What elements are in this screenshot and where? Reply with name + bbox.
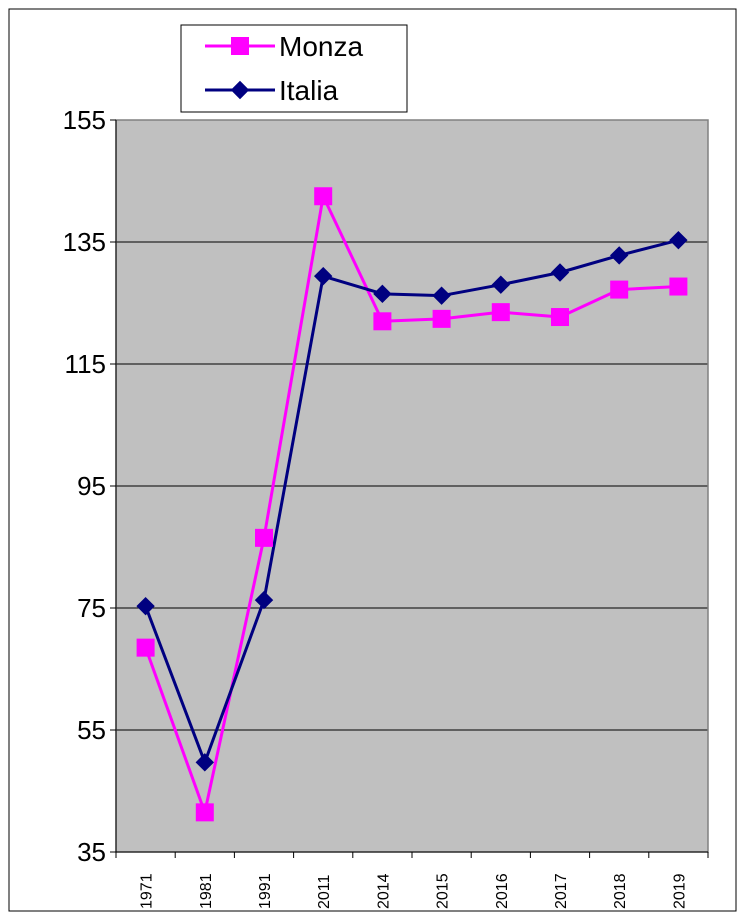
data-point-italia-2019 <box>669 230 688 250</box>
series-line-italia <box>144 238 679 764</box>
x-tick-label-1: 1981 <box>198 873 215 909</box>
legend-box <box>180 24 408 113</box>
legend-marker-monza <box>231 37 249 55</box>
x-tick-label-5: 2015 <box>435 873 452 909</box>
data-point-italia-2017 <box>550 263 570 282</box>
x-tick-label-3: 2011 <box>316 874 333 909</box>
x-tick-label-6: 2016 <box>494 873 511 909</box>
data-point-italia-2011 <box>313 266 333 286</box>
chart-outer-border <box>8 8 737 912</box>
legend: Monza Italia <box>180 24 408 113</box>
data-point-italia-2018 <box>609 246 629 265</box>
data-point-monza-1981 <box>195 803 214 822</box>
data-point-italia-2014 <box>373 284 392 304</box>
x-tick-label-2: 1991 <box>257 873 274 909</box>
x-tick-label-0: 1971 <box>139 873 156 909</box>
data-point-monza-2017 <box>551 308 569 327</box>
y-tick-label-2: 75 <box>77 593 106 623</box>
y-tick-label-5: 135 <box>63 227 106 257</box>
data-point-italia-2016 <box>491 275 511 294</box>
x-tick-label-4: 2014 <box>375 873 392 909</box>
y-tick-label-6: 155 <box>63 105 106 135</box>
y-tick-label-1: 55 <box>77 715 106 745</box>
legend-label-monza: Monza <box>279 31 363 62</box>
y-tick-label-4: 115 <box>65 349 106 379</box>
legend-label-italia: Italia <box>279 75 339 106</box>
x-tick-label-9: 2019 <box>671 873 688 909</box>
data-point-monza-1991 <box>255 528 273 547</box>
y-tick-label-0: 35 <box>77 837 106 867</box>
data-point-italia-1971 <box>136 596 155 616</box>
data-point-monza-2015 <box>432 309 451 328</box>
data-point-italia-2015 <box>432 286 451 305</box>
data-point-monza-1971 <box>136 638 155 657</box>
series-line-monza <box>144 194 679 814</box>
data-point-monza-2014 <box>373 312 392 331</box>
data-point-italia-1981 <box>195 753 215 772</box>
data-point-monza-2016 <box>491 303 510 322</box>
data-point-monza-2019 <box>669 277 688 296</box>
plot-area: 35 55 75 95 115 135 155 1971 1981 1991 2011 2014 201… <box>63 105 709 909</box>
x-tick-label-7: 2017 <box>553 873 570 909</box>
x-tick-label-8: 2018 <box>612 873 629 909</box>
y-tick-label-3: 95 <box>77 471 106 501</box>
data-point-monza-2011 <box>314 187 333 206</box>
data-point-italia-1991 <box>254 590 274 610</box>
legend-marker-italia <box>230 80 250 100</box>
data-point-monza-2018 <box>610 280 629 299</box>
